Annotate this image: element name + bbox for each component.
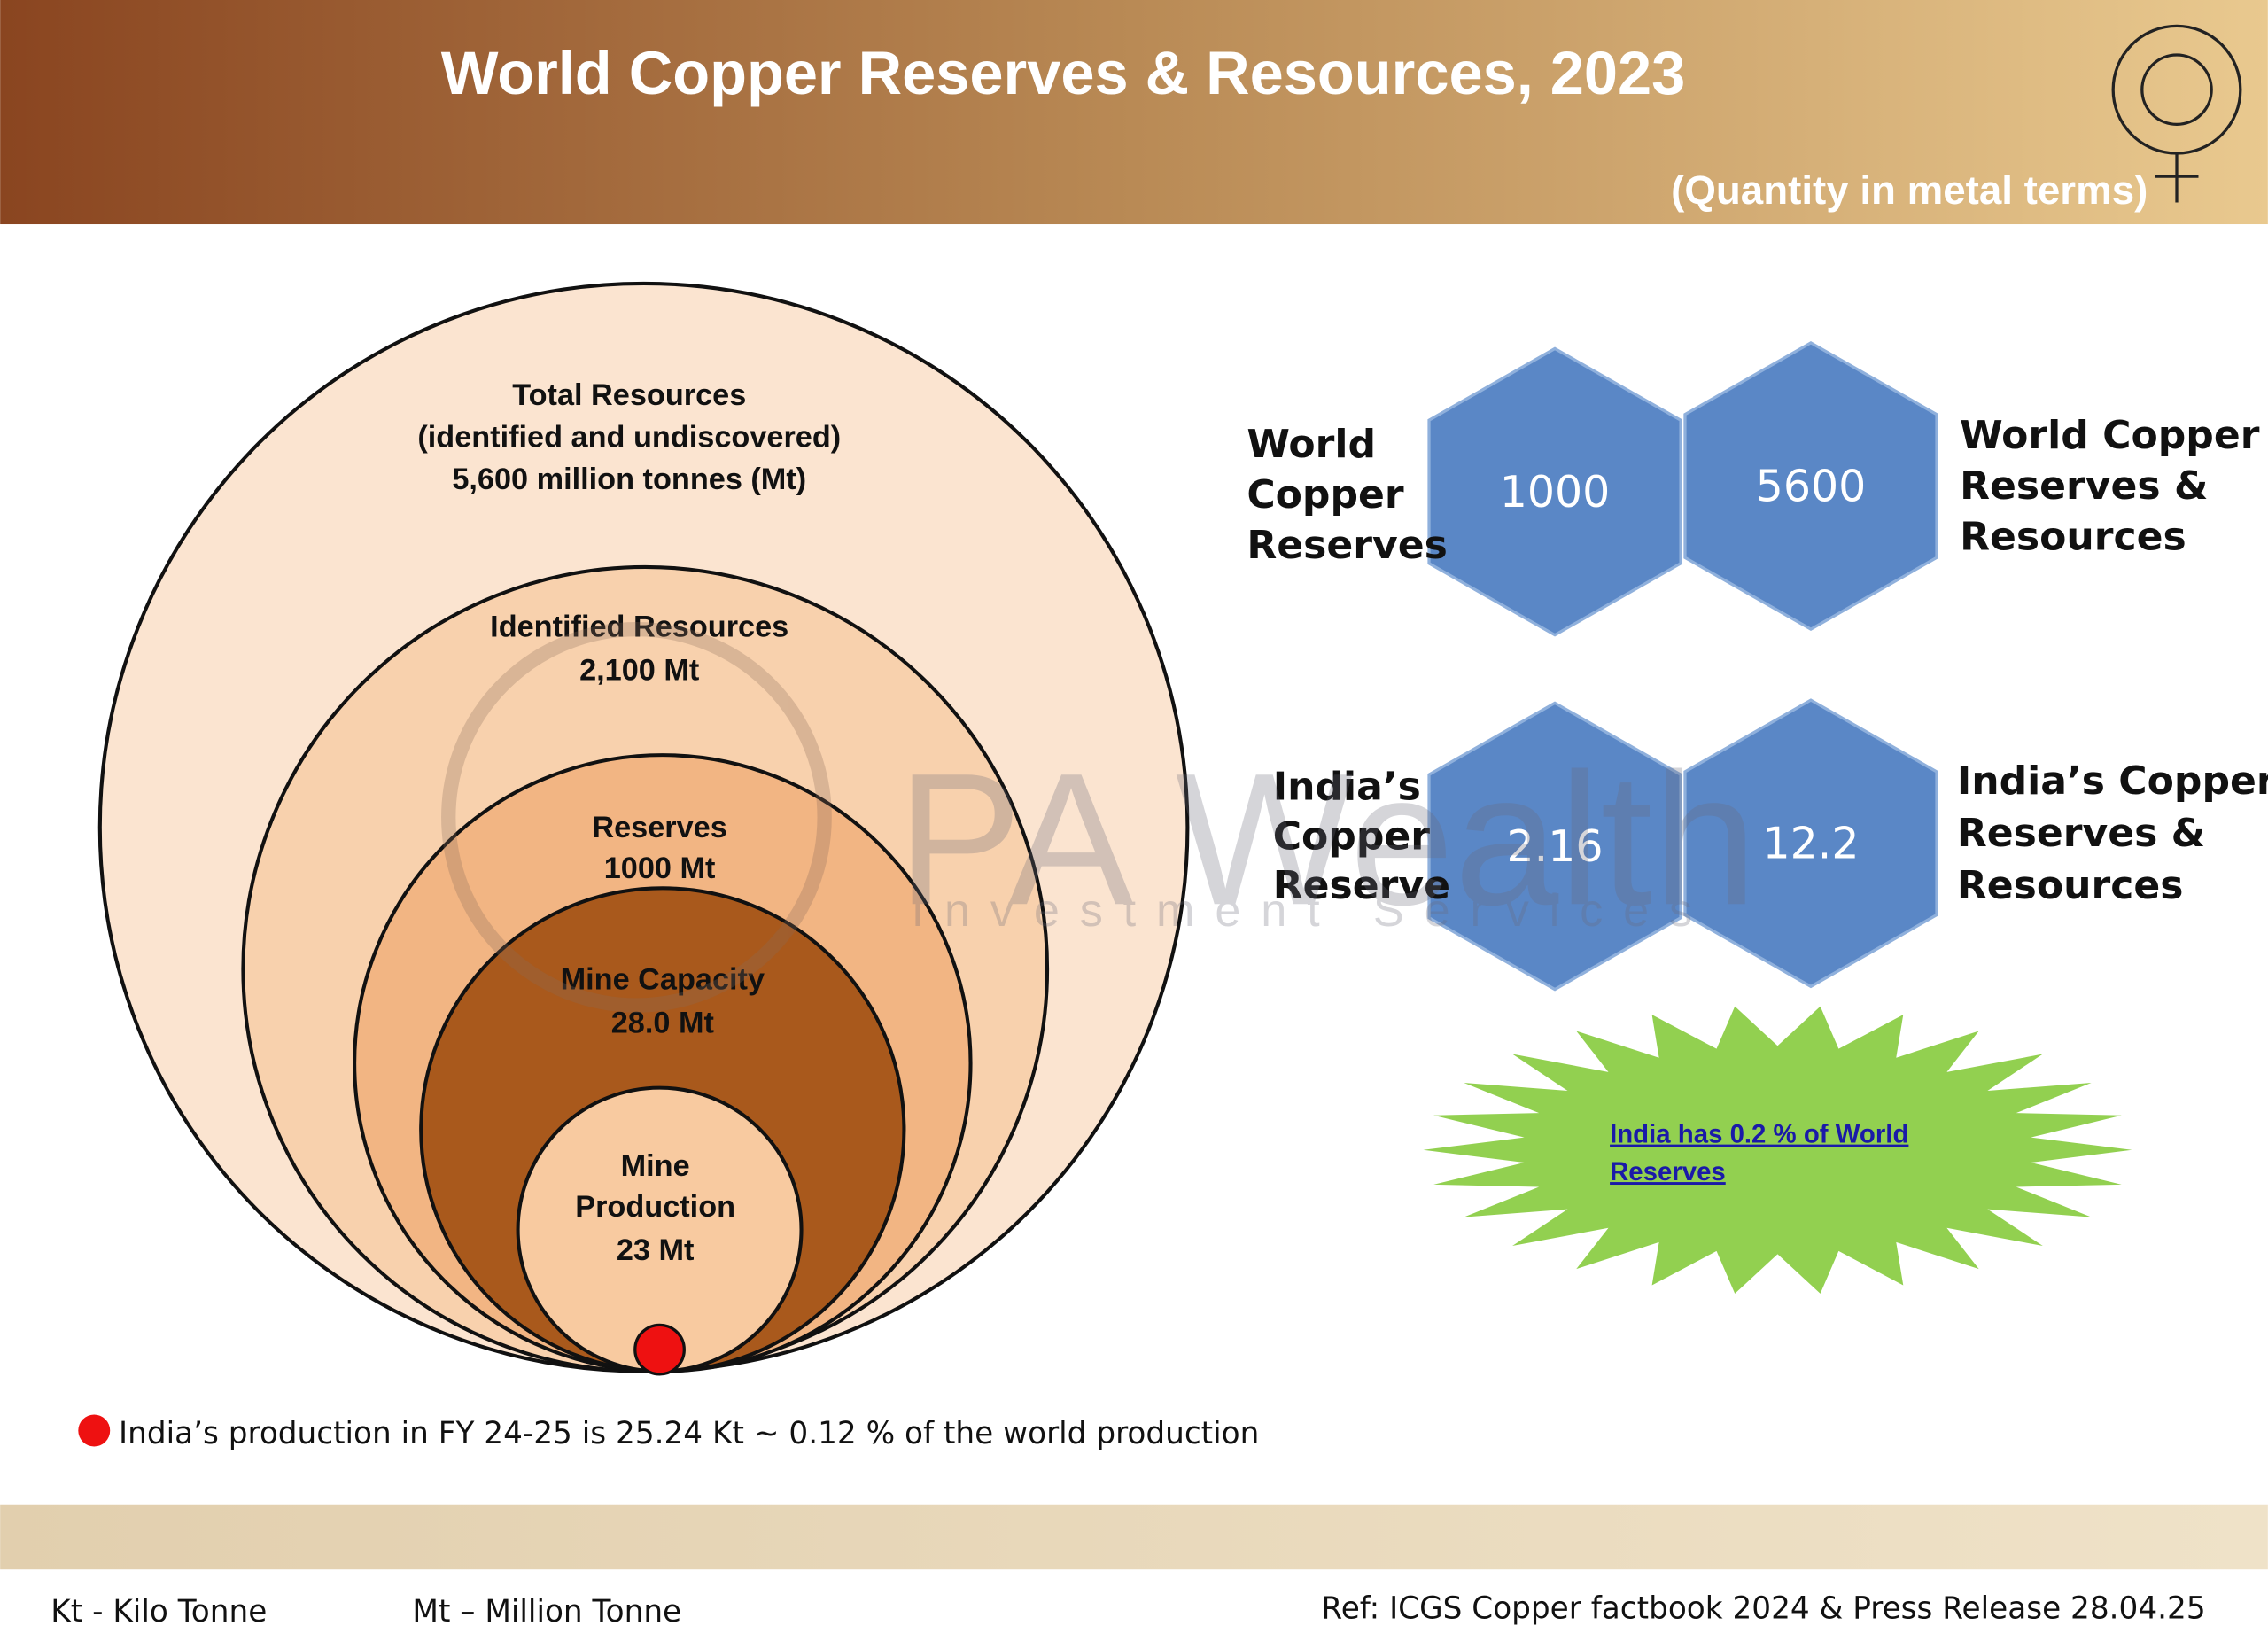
hex-label: World Copper <box>1960 413 2260 458</box>
circle-label: Production <box>575 1190 735 1224</box>
footer-band <box>0 1504 2268 1570</box>
circle-labels: Total Resources (identified and undiscov… <box>417 378 841 1267</box>
hex-labels: World Copper Reserves World Copper Reser… <box>1247 413 2268 908</box>
hex-label: World <box>1247 422 1376 467</box>
circle-label: 2,100 Mt <box>579 653 699 687</box>
footer-left: Kt - Kilo Tonne <box>50 1594 267 1630</box>
watermark-brand: PA Wealth <box>897 734 1757 944</box>
note: India’s production in FY 24-25 is 25.24 … <box>119 1416 1259 1451</box>
circles <box>97 281 1190 1376</box>
starburst-text: Reserves <box>1610 1157 1726 1186</box>
hex-label: India’s Copper <box>1957 758 2268 804</box>
circle-label: Identified Resources <box>490 610 788 643</box>
hex-value: 1000 <box>1500 467 1611 517</box>
watermark: PA Wealth Investment Services <box>441 621 1757 1013</box>
logo <box>2111 24 2242 203</box>
note-dot <box>78 1414 111 1447</box>
footer-middle: Mt – Million Tonne <box>412 1594 681 1630</box>
hex-value: 2.16 <box>1507 821 1604 872</box>
starburst <box>1423 1006 2132 1294</box>
circle-label: 1000 Mt <box>604 852 716 885</box>
circle-label: Mine Capacity <box>561 963 765 997</box>
circle-label: 23 Mt <box>617 1233 695 1267</box>
hexagon <box>1683 698 1938 989</box>
hex-label: Resources <box>1957 863 2184 908</box>
hexagons: 1000 5600 2.16 12.2 <box>1427 341 1938 992</box>
circle-label: 5,600 million tonnes (Mt) <box>452 463 806 496</box>
hexagon <box>1683 341 1938 631</box>
hex-label: Reserve <box>1273 863 1450 908</box>
hex-label: Reserves & <box>1960 463 2208 509</box>
hexagon <box>1427 346 1682 637</box>
footer-right: Ref: ICGS Copper factbook 2024 & Press R… <box>1321 1591 2205 1627</box>
circle-label: 28.0 Mt <box>611 1007 714 1040</box>
hex-label: Reserves <box>1247 523 1448 568</box>
hex-label: India’s <box>1273 765 1421 810</box>
title: World Copper Reserves & Resources, 2023 <box>441 39 1686 107</box>
circle-label: Reserves <box>592 811 726 844</box>
hex-value: 5600 <box>1756 461 1867 511</box>
header-band <box>0 0 2268 225</box>
hex-label: Resources <box>1960 514 2186 559</box>
hex-label: Reserves & <box>1957 811 2205 856</box>
watermark-tagline: Investment Services <box>912 885 1713 937</box>
hex-label: Copper <box>1273 813 1431 859</box>
subtitle: (Quantity in metal terms) <box>1671 167 2148 213</box>
india-dot <box>633 1323 686 1376</box>
circle-label: Total Resources <box>512 378 746 412</box>
hex-label: Copper <box>1247 472 1404 517</box>
hexagon <box>1427 701 1682 992</box>
hex-value: 12.2 <box>1762 818 1859 868</box>
circle-label: Mine <box>621 1149 690 1183</box>
circle-label: (identified and undiscovered) <box>417 420 841 454</box>
starburst-text: India has 0.2 % of World <box>1610 1120 1908 1149</box>
